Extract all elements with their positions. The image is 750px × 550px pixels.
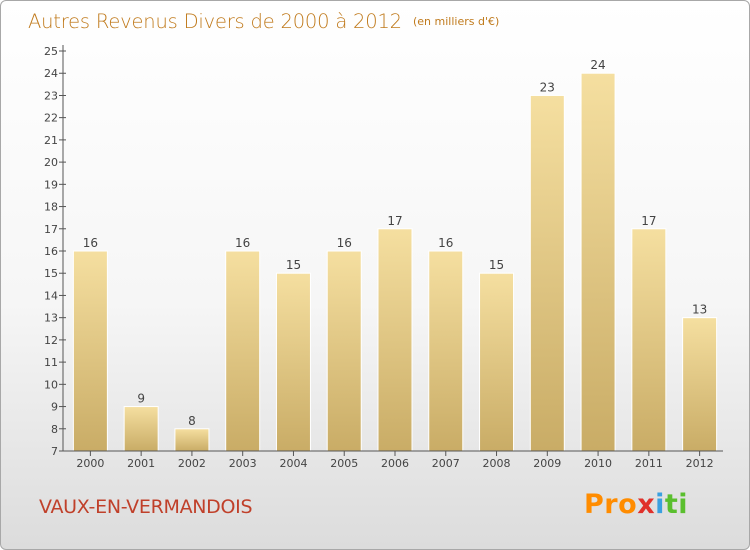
y-tick-label: 25 [44, 45, 58, 58]
y-tick-label: 16 [44, 245, 58, 258]
x-tick-label: 2002 [178, 457, 206, 470]
bar-value-label: 8 [188, 414, 196, 428]
bar-value-label: 15 [489, 258, 504, 272]
y-tick-label: 12 [44, 334, 58, 347]
bar-value-label: 17 [387, 214, 402, 228]
chart-title-text: Autres Revenus Divers de 2000 à 2012 [28, 10, 402, 33]
bar [123, 406, 159, 452]
x-tick-label: 2011 [635, 457, 663, 470]
y-tick-label: 9 [51, 401, 58, 414]
y-tick-label: 7 [51, 445, 58, 458]
chart-unit-label: (en milliers d'€) [412, 15, 500, 28]
bar [377, 228, 413, 452]
y-tick-label: 22 [44, 112, 58, 125]
y-tick-label: 8 [51, 423, 58, 436]
bar [174, 428, 210, 452]
y-tick-label: 10 [44, 378, 58, 391]
y-tick-label: 13 [44, 312, 58, 325]
proxiti-logo: Proxiti [584, 489, 689, 520]
y-tick-label: 21 [44, 134, 58, 147]
bar-value-label: 17 [641, 214, 656, 228]
bar [428, 250, 464, 452]
bar [479, 272, 515, 452]
x-tick-label: 2001 [127, 457, 155, 470]
bar-value-label: 23 [540, 80, 555, 94]
y-tick-label: 11 [44, 356, 58, 369]
bar-value-label: 9 [137, 392, 145, 406]
x-axis: 2000 2001 2002 2003 2004 2005 2006 2007 2008 2009… [63, 450, 723, 470]
bar [580, 72, 616, 452]
y-tick-label: 24 [44, 67, 58, 80]
x-tick-label: 2004 [279, 457, 307, 470]
x-tick-label: 2005 [330, 457, 358, 470]
bar-value-label: 16 [337, 236, 352, 250]
bar-value-label: 13 [692, 303, 707, 317]
bars-group: 16 9 8 16 15 16 17 16 15 23 24 17 13 [72, 58, 718, 452]
commune-name: VAUX-EN-VERMANDOIS [39, 496, 253, 518]
bar [275, 272, 311, 452]
x-tick-label: 2012 [686, 457, 714, 470]
bar [225, 250, 261, 452]
bar-value-label: 16 [235, 236, 250, 250]
bar [529, 94, 565, 452]
y-tick-label: 18 [44, 201, 58, 214]
bar-value-label: 24 [590, 58, 605, 72]
y-tick-label: 14 [44, 289, 58, 302]
bar [631, 228, 667, 452]
y-tick-label: 19 [44, 178, 58, 191]
y-tick-label: 15 [44, 267, 58, 280]
bar-value-label: 16 [83, 236, 98, 250]
bar [326, 250, 362, 452]
x-tick-label: 2007 [432, 457, 460, 470]
bar [72, 250, 108, 452]
y-tick-label: 23 [44, 89, 58, 102]
x-tick-label: 2000 [76, 457, 104, 470]
chart-title: Autres Revenus Divers de 2000 à 2012 (en… [28, 10, 499, 33]
y-tick-label: 17 [44, 223, 58, 236]
y-axis: 7 8 9 10 11 12 13 14 15 16 17 18 19 20 21 22 23 24 25 [44, 45, 66, 458]
bar-value-label: 16 [438, 236, 453, 250]
y-tick-label: 20 [44, 156, 58, 169]
x-tick-label: 2006 [381, 457, 409, 470]
bar-value-label: 15 [286, 258, 301, 272]
x-tick-label: 2009 [533, 457, 561, 470]
x-tick-label: 2003 [229, 457, 257, 470]
x-tick-label: 2008 [483, 457, 511, 470]
bar [682, 317, 718, 452]
x-tick-label: 2010 [584, 457, 612, 470]
